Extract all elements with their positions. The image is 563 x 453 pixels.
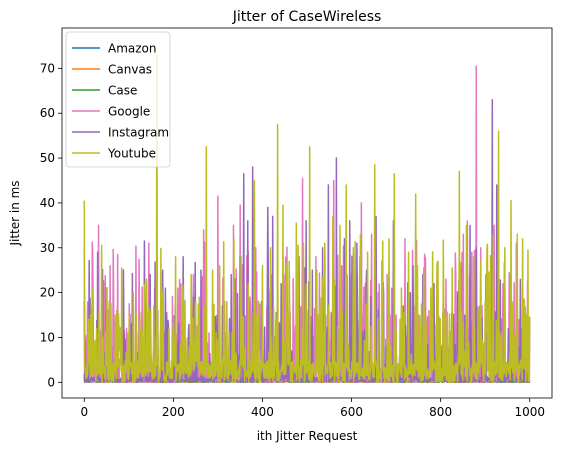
x-tick-label: 0 [80,405,88,419]
y-tick-label: 40 [40,196,55,210]
x-tick-label: 600 [340,405,363,419]
legend-label-case: Case [108,84,137,98]
series-lines [83,54,531,384]
y-tick-label: 10 [40,330,55,344]
axes-frame [61,27,553,399]
legend-label-google: Google [108,105,150,119]
x-tick-label: 1000 [514,405,545,419]
x-axis-label: ith Jitter Request [257,429,358,443]
legend-label-instagram: Instagram [108,126,169,140]
chart-title: Jitter of CaseWireless [232,9,382,25]
x-axis-ticks: 0 200 400 600 800 1000 [80,398,545,419]
y-tick-label: 70 [40,61,55,75]
x-tick-label: 400 [251,405,274,419]
y-axis-label: Jitter in ms [8,180,22,246]
y-axis-ticks: 0 10 20 30 40 50 60 70 [40,61,62,389]
legend-label-youtube: Youtube [107,147,156,161]
y-tick-label: 50 [40,151,55,165]
y-tick-label: 20 [40,286,55,300]
y-tick-label: 0 [47,375,55,389]
y-tick-label: 60 [40,106,55,120]
legend-label-canvas: Canvas [108,63,152,77]
y-tick-label: 30 [40,241,55,255]
legend: Amazon Canvas Case Google Instagram Youtube [65,31,171,168]
series-line-youtube [83,54,531,384]
legend-label-amazon: Amazon [108,42,157,56]
x-tick-label: 800 [429,405,452,419]
x-tick-label: 200 [162,405,185,419]
legend-box [65,31,171,168]
